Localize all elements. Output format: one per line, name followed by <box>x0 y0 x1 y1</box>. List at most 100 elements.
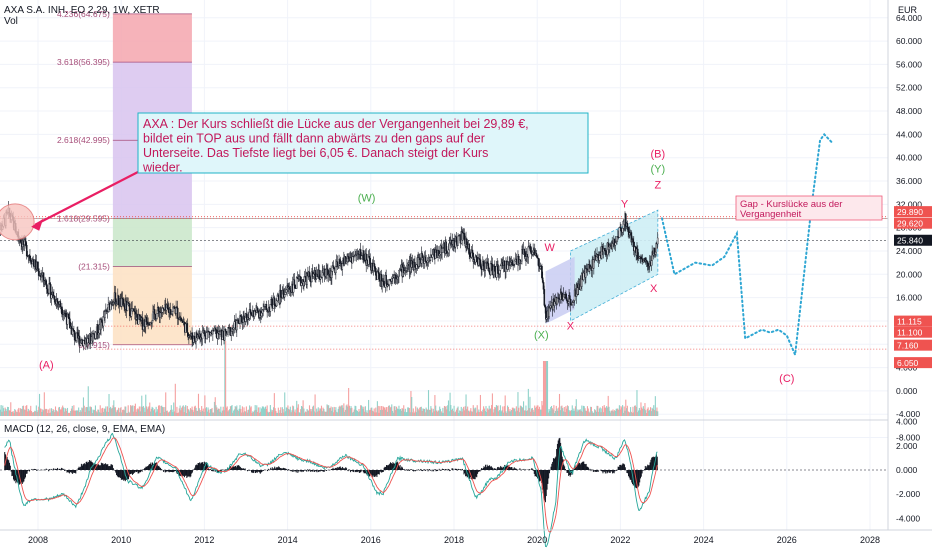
volume-bar <box>498 411 500 416</box>
currency-label: EUR <box>898 5 918 15</box>
volume-bar <box>66 411 68 416</box>
volume-bar <box>520 405 522 416</box>
macd-histogram-bar <box>407 469 409 470</box>
volume-bar <box>551 408 553 416</box>
volume-bar <box>568 409 570 416</box>
volume-bar <box>126 412 128 416</box>
macd-histogram-bar <box>287 469 289 470</box>
volume-bar <box>79 410 81 416</box>
macd-histogram-bar <box>400 468 402 470</box>
volume-bar <box>22 405 24 416</box>
volume-bar <box>181 406 184 416</box>
volume-bar <box>565 406 567 416</box>
volume-bar <box>332 407 334 416</box>
macd-histogram-bar <box>156 464 158 470</box>
volume-bar <box>511 407 513 416</box>
x-tick-label: 2020 <box>527 535 547 545</box>
macd-histogram-bar <box>390 463 392 470</box>
volume-bar <box>523 410 525 416</box>
volume-bar <box>149 402 151 416</box>
macd-histogram-bar <box>132 470 134 475</box>
volume-bar <box>251 412 253 416</box>
macd-histogram-bar <box>103 464 105 470</box>
volume-bar <box>553 405 555 416</box>
macd-histogram-bar <box>145 466 147 470</box>
macd-histogram-bar <box>649 462 651 470</box>
fibonacci-extension[interactable]: 4.236(64.675)3.618(56.395)2.618(42.995)1… <box>0 9 888 350</box>
macd-histogram-bar <box>532 470 534 471</box>
macd-histogram-bar <box>471 470 473 480</box>
volume-bar <box>348 387 350 416</box>
volume-bar <box>490 408 492 416</box>
macd-histogram-bar <box>301 470 303 473</box>
volume-bar <box>534 405 536 416</box>
volume-bar <box>131 405 133 416</box>
volume-bar <box>209 412 211 416</box>
volume-bar <box>192 409 194 416</box>
projection-path[interactable] <box>661 132 834 359</box>
macd-histogram-bar <box>140 470 142 471</box>
volume-bar <box>392 410 394 416</box>
candle-body <box>497 264 499 274</box>
macd-histogram-bar <box>394 462 396 470</box>
volume-bar <box>450 405 452 416</box>
macd-histogram-bar <box>197 463 199 470</box>
macd-histogram-bar <box>48 470 50 472</box>
candle-body <box>128 303 131 317</box>
volume-bar <box>322 407 324 416</box>
volume-bar <box>134 403 136 416</box>
volume-bar <box>98 412 100 416</box>
volume-bar <box>559 410 561 416</box>
macd-histogram-bar <box>138 470 140 474</box>
volume-bar <box>610 412 612 416</box>
macd-histogram-bar <box>483 466 485 470</box>
macd-histogram-bar <box>584 463 586 470</box>
macd-histogram-bar <box>71 470 73 474</box>
volume-bar <box>567 406 569 416</box>
macd-histogram-bar <box>175 470 177 473</box>
annotations[interactable]: AXA : Der Kurs schließt die Lücke aus de… <box>0 112 883 385</box>
volume-bar <box>320 405 323 416</box>
macd-histogram-bar <box>5 457 7 470</box>
macd-histogram-bar <box>154 462 156 470</box>
macd-histogram-bar <box>352 470 354 472</box>
volume-bar <box>319 408 321 416</box>
macd-histogram-bar <box>27 470 29 472</box>
volume-bar <box>614 410 616 416</box>
volume-bar <box>184 406 186 416</box>
volume-bar <box>296 407 299 416</box>
volume-bar <box>212 412 214 416</box>
volume-bar <box>12 411 14 416</box>
volume-bar <box>14 409 16 416</box>
candle-body <box>431 254 434 258</box>
macd-histogram-bar <box>587 466 589 470</box>
macd-histogram-bar <box>300 470 302 472</box>
volume-bar <box>511 410 513 416</box>
candle-body <box>37 268 40 276</box>
candle-body <box>341 263 344 270</box>
wave-label: (X) <box>534 329 549 341</box>
volume-bar <box>563 407 565 416</box>
macd-histogram-bar <box>448 469 450 470</box>
volume-bar <box>631 412 633 416</box>
volume-bar <box>564 412 566 416</box>
macd-histogram-bar <box>303 470 305 471</box>
volume-bar <box>596 405 598 416</box>
volume-bar <box>201 406 203 416</box>
volume-bar <box>529 396 531 416</box>
candle-body <box>471 249 474 254</box>
volume-bar <box>272 409 274 416</box>
volume-bar <box>54 406 57 416</box>
volume-bar <box>30 405 32 416</box>
volume-bar <box>11 411 13 416</box>
volume-bar <box>348 405 350 416</box>
volume-bar <box>285 407 287 416</box>
volume-bar <box>387 411 389 416</box>
volume-bar <box>307 410 309 416</box>
volume-bar <box>233 409 235 416</box>
macd-histogram-bar <box>374 470 376 477</box>
macd-histogram-bar <box>445 468 447 470</box>
volume-bar <box>327 405 329 416</box>
note-box <box>137 112 589 174</box>
